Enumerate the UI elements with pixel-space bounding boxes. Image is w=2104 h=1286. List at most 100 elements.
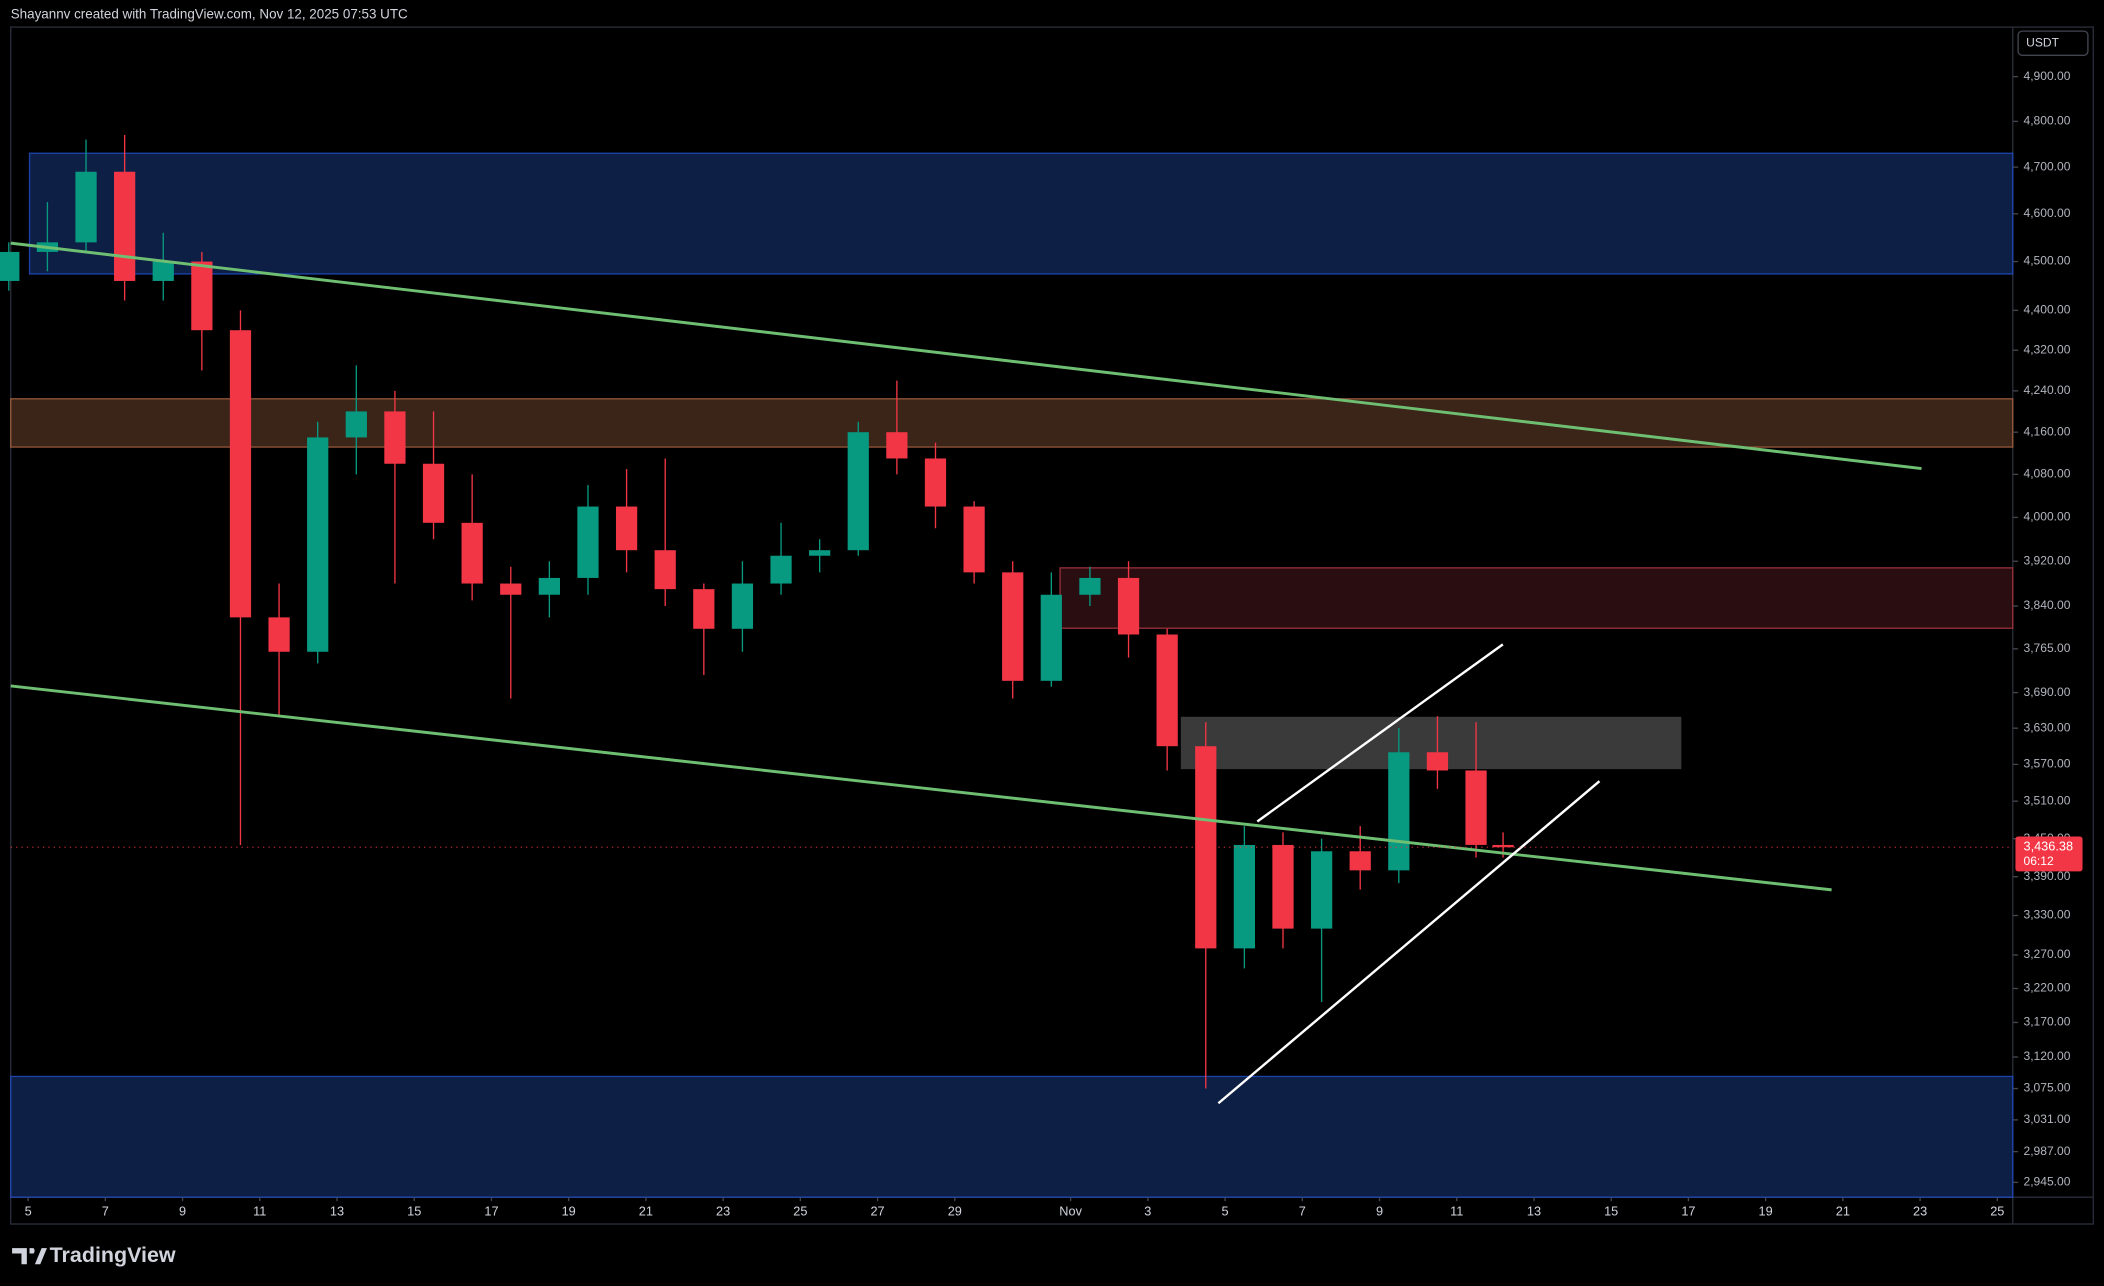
candle-body (1002, 572, 1024, 681)
candle-body (1079, 577, 1101, 595)
x-tick-label: 15 (407, 1203, 421, 1218)
candle-body (1465, 770, 1487, 845)
candle-body (75, 171, 97, 243)
candle-body (1195, 746, 1217, 949)
y-tick-label: 4,600.00 (2023, 206, 2070, 220)
candle-body (1272, 844, 1294, 929)
candle-body (307, 437, 329, 652)
candle-body (1310, 851, 1333, 929)
x-tick-label: 15 (1604, 1203, 1618, 1218)
x-tick-label: 5 (1222, 1203, 1229, 1218)
brand-logo (12, 1248, 47, 1265)
x-tick-label: 7 (1299, 1203, 1306, 1218)
x-tick-label: 3 (1144, 1203, 1151, 1218)
x-tick-label: 5 (25, 1203, 32, 1218)
candle-body (191, 261, 213, 331)
y-tick-label: 4,400.00 (2023, 303, 2070, 317)
y-tick-label: 4,700.00 (2023, 159, 2070, 173)
y-tick-label: 3,031.00 (2023, 1112, 2070, 1126)
candle-body (1492, 844, 1514, 848)
candle-body (963, 506, 985, 573)
y-tick-label: 4,800.00 (2023, 114, 2070, 128)
y-tick-label: 4,000.00 (2023, 510, 2070, 524)
trendlines (10, 241, 1922, 1105)
candle-body (461, 522, 483, 584)
x-tick-label: 29 (948, 1203, 962, 1218)
order-block (1059, 567, 2014, 629)
x-tick-label: Nov (1059, 1203, 1082, 1218)
supply-zone (28, 152, 2014, 275)
candle-body (847, 432, 869, 551)
y-tick-label: 3,075.00 (2023, 1081, 2070, 1095)
y-tick-label: 4,240.00 (2023, 383, 2070, 397)
candle-body (1349, 851, 1371, 871)
candle-body (268, 617, 290, 652)
candle-body (1426, 752, 1449, 771)
y-tick-label: 4,500.00 (2023, 254, 2070, 268)
candle-body (229, 330, 252, 618)
y-tick-label: 3,630.00 (2023, 720, 2070, 734)
countdown: 06:12 (2023, 854, 2053, 868)
x-tick-label: 9 (1376, 1203, 1383, 1218)
candle-body (1388, 752, 1410, 871)
y-tick-label: 3,390.00 (2023, 869, 2070, 883)
x-tick-label: 19 (562, 1203, 576, 1218)
y-tick-label: 2,945.00 (2023, 1175, 2070, 1189)
y-tick-label: 4,080.00 (2023, 467, 2070, 481)
y-tick-label: 3,330.00 (2023, 908, 2070, 922)
y-tick-label: 3,220.00 (2023, 981, 2070, 995)
y-tick-label: 3,120.00 (2023, 1049, 2070, 1063)
x-tick-label: 25 (793, 1203, 807, 1218)
candle-body (731, 583, 754, 629)
brand: TradingView (12, 1243, 176, 1267)
y-tick-label: 3,690.00 (2023, 685, 2070, 699)
y-tick-label: 3,840.00 (2023, 598, 2070, 612)
y-tick-label: 4,900.00 (2023, 69, 2070, 83)
candle-body (345, 411, 367, 438)
wedge-top (1256, 643, 1504, 823)
x-tick-label: 23 (1913, 1203, 1927, 1218)
candle-body (422, 463, 445, 523)
y-tick-label: 3,570.00 (2023, 757, 2070, 771)
y-tick-label: 3,920.00 (2023, 553, 2070, 567)
x-tick-label: 13 (1527, 1203, 1541, 1218)
candle-body (1233, 844, 1255, 949)
frame (10, 26, 2094, 1225)
candle-body (1117, 577, 1140, 635)
currency-box (2017, 30, 2089, 56)
candle-body (500, 583, 522, 595)
candle-body (0, 251, 20, 281)
x-tick-label: 13 (330, 1203, 344, 1218)
x-tick-label: 25 (1990, 1203, 2004, 1218)
axes: 4,900.00 4,800.00 4,700.00 4,600.00 4,500.00… (10, 69, 2083, 1218)
y-tick-label: 3,765.00 (2023, 641, 2070, 655)
channel-top (10, 241, 1922, 471)
candle-body (654, 550, 676, 590)
candle-body (1040, 594, 1062, 681)
candle-body (615, 506, 638, 551)
candle-body (886, 432, 908, 459)
y-tick-label: 4,320.00 (2023, 342, 2070, 356)
y-tick-label: 2,987.00 (2023, 1144, 2070, 1158)
candle-body (770, 555, 792, 584)
channel-bottom (10, 684, 1832, 892)
x-tick-label: 9 (179, 1203, 186, 1218)
y-tick-label: 4,160.00 (2023, 424, 2070, 438)
y-tick-label: 3,170.00 (2023, 1015, 2070, 1029)
candle-body (693, 589, 715, 629)
candle-body (924, 458, 947, 507)
x-tick-label: 11 (1450, 1203, 1463, 1218)
x-tick-label: 19 (1759, 1203, 1773, 1218)
candle-body (538, 577, 560, 595)
candle-body (1156, 634, 1178, 747)
x-tick-label: 11 (253, 1203, 266, 1218)
attribution: Shayannv created with TradingView.com, N… (11, 7, 408, 22)
last-price-box (2015, 836, 2083, 872)
last-price-label: 3,436.38 (2023, 839, 2073, 854)
candle-body (152, 261, 174, 281)
brand-name: TradingView (50, 1243, 176, 1267)
x-tick-label: 21 (1836, 1203, 1850, 1218)
candle-body (114, 171, 136, 281)
